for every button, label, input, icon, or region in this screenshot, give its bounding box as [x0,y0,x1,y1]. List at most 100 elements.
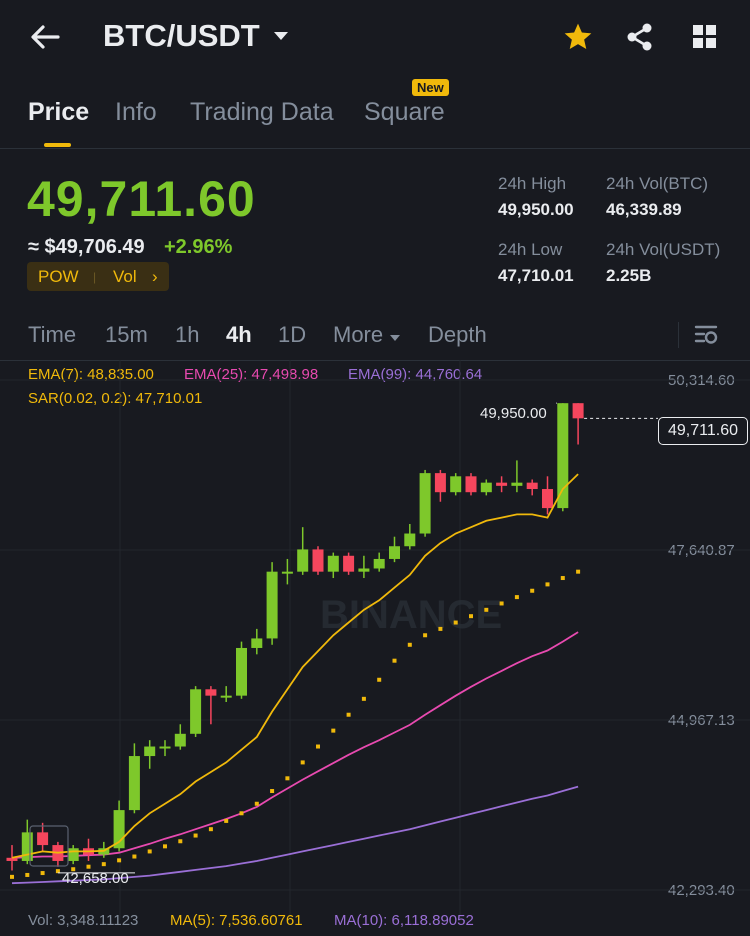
sar-dot [208,827,213,832]
tf-1d[interactable]: 1D [278,322,307,347]
candle-body [190,689,202,734]
ema25-legend: EMA(25): 47,498.98 [184,366,319,383]
back-arrow-icon [31,25,60,49]
sar-dot [377,677,382,682]
tab-trading-data[interactable]: Trading Data [190,98,334,126]
back-button[interactable] [28,22,64,52]
candle-body [113,810,125,849]
chart-settings-button[interactable] [692,320,720,348]
candle-body [266,571,278,639]
candle-body [496,482,508,486]
candle-body [144,746,156,757]
chart-annotations [29,402,658,874]
sar-dot [285,776,290,781]
sar-dot [499,601,504,606]
stat-vol-usdt-label: 24h Vol(USDT) [606,240,721,259]
tag-separator: | [93,270,97,284]
stat-low-label: 24h Low [498,240,563,259]
chart-settings-divider [678,322,679,348]
tab-info[interactable]: Info [115,98,157,126]
candle-body [159,746,171,749]
candle-body [251,638,263,648]
sar-dot [254,801,259,806]
tab-price[interactable]: Price [28,98,90,126]
last-price-tag: 49,711.60 [658,417,748,445]
sar-dot [147,849,152,854]
pair-title[interactable]: BTC/USDT [103,18,260,53]
sar-dot [331,728,336,733]
candle-body [312,549,324,572]
y-axis-label: 47,640.87 [668,542,735,559]
tf-15m[interactable]: 15m [105,322,148,347]
tabs-divider [0,148,750,149]
sar-dot [86,864,91,869]
tag-pow: POW [38,267,79,286]
ema7-line [11,473,579,859]
sar-dot [560,576,565,581]
pair-selector-button[interactable] [270,26,292,46]
tf-depth[interactable]: Depth [428,322,487,347]
candles [6,403,584,871]
stat-low-value: 47,710.01 [498,266,574,285]
stat-high-value: 49,950.00 [498,200,574,219]
candle-body [297,549,309,572]
sar-dot [117,858,122,863]
sar-dot [423,633,428,638]
sar-legend: SAR(0.02, 0.2): 47,710.01 [28,390,203,407]
candle-body [480,482,492,493]
ema99-line [11,785,579,885]
sar-dot [545,582,550,587]
candle-body [572,403,584,419]
sar-dot [407,642,412,647]
candle-body [67,848,79,861]
candle-body [511,482,523,486]
sar-dot [576,569,581,574]
tag-chip[interactable]: POW | Vol › [27,262,169,291]
ma5-legend: MA(5): 7,536.60761 [170,912,303,929]
share-button[interactable] [624,21,656,53]
favorite-button[interactable] [562,21,594,53]
sar-dot [224,818,229,823]
candle-body [205,689,217,696]
sar-dot [530,588,535,593]
grid-menu-button[interactable] [690,22,720,52]
sar-dot [193,833,198,838]
tag-vol: Vol [113,267,137,286]
candle-body [450,476,462,493]
settings-sliders-icon [694,325,718,344]
tf-time[interactable]: Time [28,322,77,347]
caret-down-icon [274,32,288,40]
candle-body [21,832,33,861]
volume-legend: Vol: 3,348.11123 [28,912,139,929]
ema99-legend: EMA(99): 44,760.64 [348,366,483,383]
sar-dot [55,869,60,874]
sar-dot [392,658,397,663]
candle-body [6,857,18,861]
last-price-tag-value: 49,711.60 [668,422,738,439]
sar-dot [132,854,137,859]
tf-1h[interactable]: 1h [175,322,200,347]
candle-body [526,482,538,490]
sar-dot [469,614,473,619]
ema25-path [11,631,579,859]
tf-more[interactable]: More [333,322,384,347]
candle-body [174,733,186,747]
ema99-path [11,785,579,885]
candle-body [434,473,446,493]
candle-body [557,403,569,509]
ema7-legend: EMA(7): 48,835.00 [28,366,154,383]
candle-body [358,568,370,572]
watermark: BINANCE [320,593,502,637]
crosshair-box [29,825,69,867]
candlestick-chart[interactable]: BINANCE [0,360,750,920]
sar-dot [178,839,183,844]
tf-4h[interactable]: 4h [226,322,252,347]
candle-body [389,546,400,559]
new-badge: New [412,79,449,96]
sar-dot [270,789,275,794]
sar-dot [10,874,14,879]
candle-body [128,756,140,811]
tab-square[interactable]: Square [364,98,445,126]
grid-icon [693,25,716,48]
chart-grid [0,360,750,920]
